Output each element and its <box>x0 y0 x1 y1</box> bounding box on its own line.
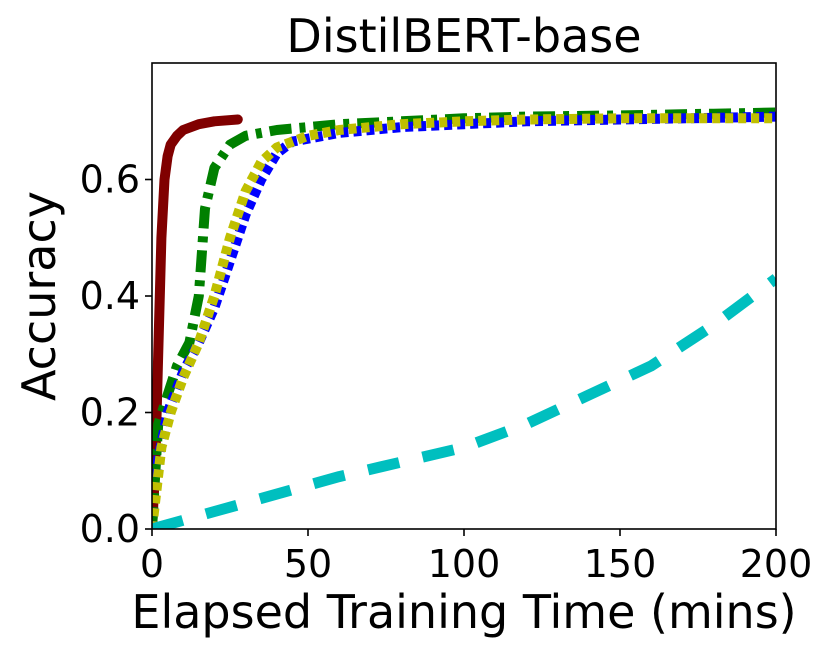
x-tick-label: 100 <box>428 542 501 586</box>
x-tick-label: 150 <box>584 542 657 586</box>
x-tick-label: 50 <box>284 542 332 586</box>
tick-layer: 0 50 100 150 200 0.0 0.2 0.4 0.6 <box>80 158 813 587</box>
y-tick-label: 0.0 <box>80 507 140 551</box>
x-axis-label: Elapsed Training Time (mins) <box>131 585 796 639</box>
y-tick-label: 0.6 <box>80 158 140 202</box>
series-line-olive-dotted <box>152 113 776 529</box>
series-line-blue-dotted <box>152 111 776 529</box>
x-tick-label: 200 <box>740 542 813 586</box>
series-line-green-dashdot <box>152 107 776 529</box>
series-line-cyan-dashed <box>152 274 776 529</box>
x-tick-label: 0 <box>140 542 164 586</box>
series-line-dark-red-solid <box>152 114 243 529</box>
y-tick-label: 0.4 <box>80 274 140 318</box>
y-axis-label: Accuracy <box>12 191 66 401</box>
y-tick-label: 0.2 <box>80 391 140 435</box>
series-layer <box>152 107 776 529</box>
chart-title: DistilBERT-base <box>286 9 641 63</box>
